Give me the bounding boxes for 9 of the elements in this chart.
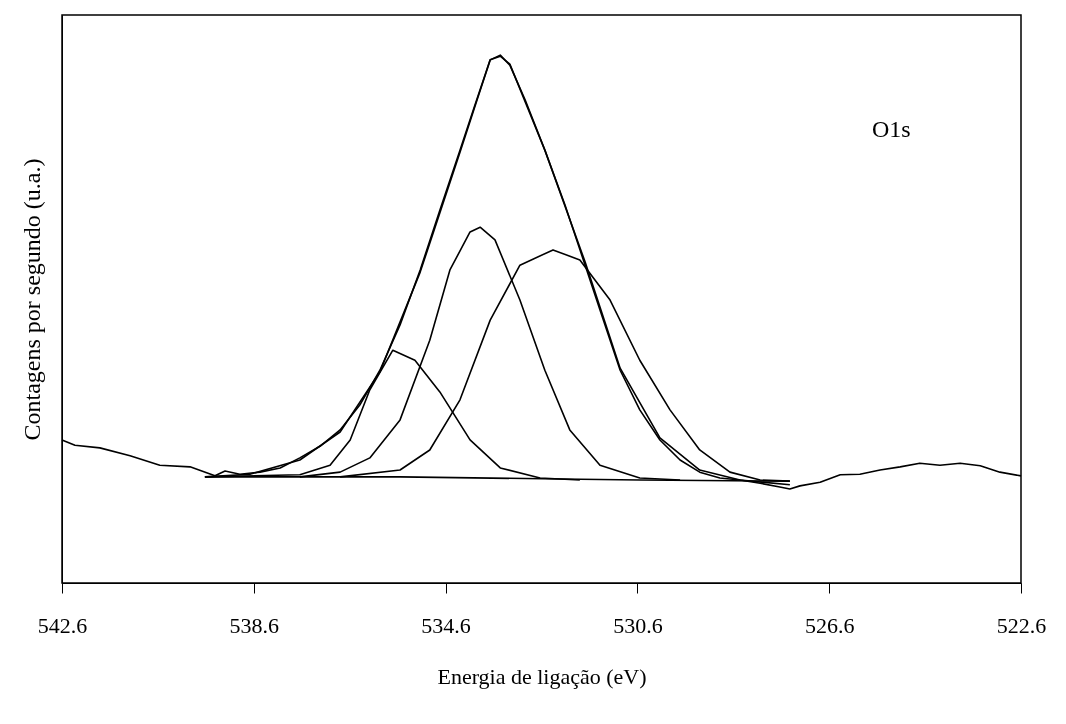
- x-tick-label: 534.6: [421, 612, 471, 638]
- x-tick-label: 522.6: [996, 612, 1047, 638]
- x-tick-label: 538.6: [229, 612, 280, 638]
- x-axis-title: Energia de ligação (eV): [437, 663, 647, 689]
- y-axis-title: Contagens por segundo (u.a.): [18, 158, 45, 441]
- x-tick-label: 526.6: [804, 612, 855, 638]
- x-tick-label: 542.6: [37, 612, 88, 638]
- annotation: O1s: [872, 116, 911, 142]
- x-tick-label: 530.6: [613, 612, 663, 638]
